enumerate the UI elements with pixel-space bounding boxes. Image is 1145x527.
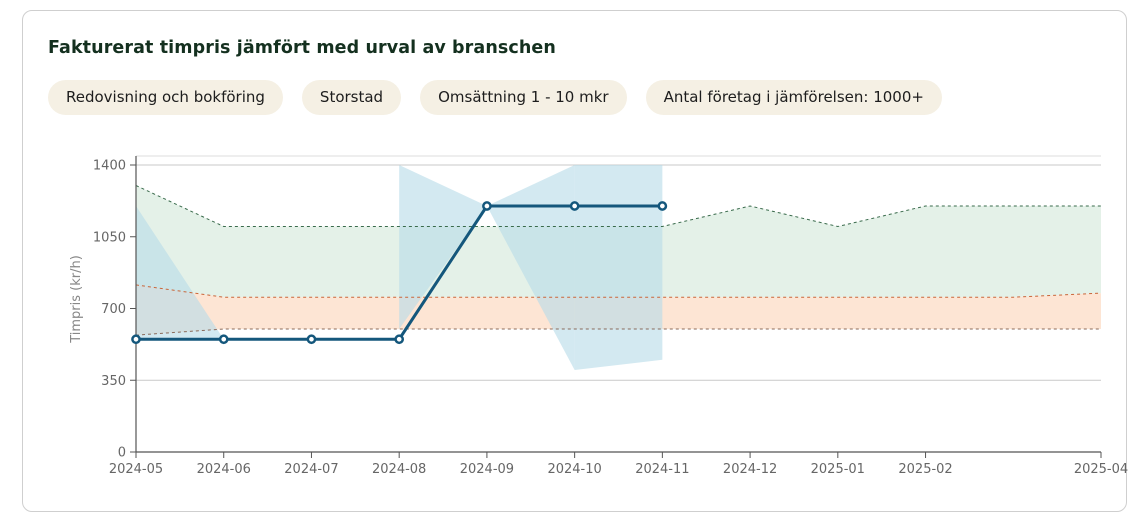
uncertainty-area-6 xyxy=(574,165,663,370)
data-point-2024-08 xyxy=(394,334,405,345)
chart-title: Fakturerat timpris jämfört med urval av … xyxy=(48,38,556,58)
data-point-2024-11 xyxy=(657,201,668,211)
x-tick-label-2024-12: 2024-12 xyxy=(723,462,777,477)
lower-band-bottom-line xyxy=(135,328,1101,336)
filter-chip-company-count[interactable]: Antal företag i jämförelsen: 1000+ xyxy=(645,80,942,115)
data-point-2024-09 xyxy=(482,201,492,211)
x-tick-label-2025-02: 2025-02 xyxy=(898,462,952,477)
plot-clip-guard xyxy=(126,0,1111,156)
y-tick-label-350: 350 xyxy=(101,374,126,389)
filter-chips: Redovisning och bokföring Storstad Omsät… xyxy=(48,80,942,115)
x-tick-label-2024-08: 2024-08 xyxy=(372,462,426,477)
y-tick-label-1050: 1050 xyxy=(93,230,126,245)
y-axis-label: Timpris (kr/h) xyxy=(69,255,84,344)
data-point-2024-10 xyxy=(569,201,580,211)
data-point-2024-05 xyxy=(131,334,141,345)
filter-chip-revenue[interactable]: Omsättning 1 - 10 mkr xyxy=(420,80,627,115)
x-tick-label-2024-11: 2024-11 xyxy=(635,462,689,477)
x-tick-label-2024-06: 2024-06 xyxy=(197,462,251,477)
data-point-2024-07 xyxy=(306,334,317,345)
uncertainty-area-4 xyxy=(399,165,487,329)
y-tick-label-700: 700 xyxy=(101,302,126,317)
x-tick-label-2024-10: 2024-10 xyxy=(547,462,601,477)
uncertainty-area-0 xyxy=(136,206,224,340)
filter-chip-industry[interactable]: Redovisning och bokföring xyxy=(48,80,283,115)
x-tick-label-2024-07: 2024-07 xyxy=(284,462,338,477)
x-tick-label-2025-01: 2025-01 xyxy=(811,462,865,477)
data-point-2024-06 xyxy=(218,334,229,345)
upper-band-top-line xyxy=(135,185,1101,228)
x-tick-label-2024-05: 2024-05 xyxy=(109,462,163,477)
y-tick-label-1400: 1400 xyxy=(93,159,126,174)
x-tick-label-2024-09: 2024-09 xyxy=(460,462,514,477)
band-median-line xyxy=(135,284,1102,298)
filter-chip-region[interactable]: Storstad xyxy=(301,80,402,115)
uncertainty-area-5 xyxy=(486,165,575,370)
x-tick-label-2025-04: 2025-04 xyxy=(1074,462,1128,477)
y-tick-label-0: 0 xyxy=(118,446,126,461)
